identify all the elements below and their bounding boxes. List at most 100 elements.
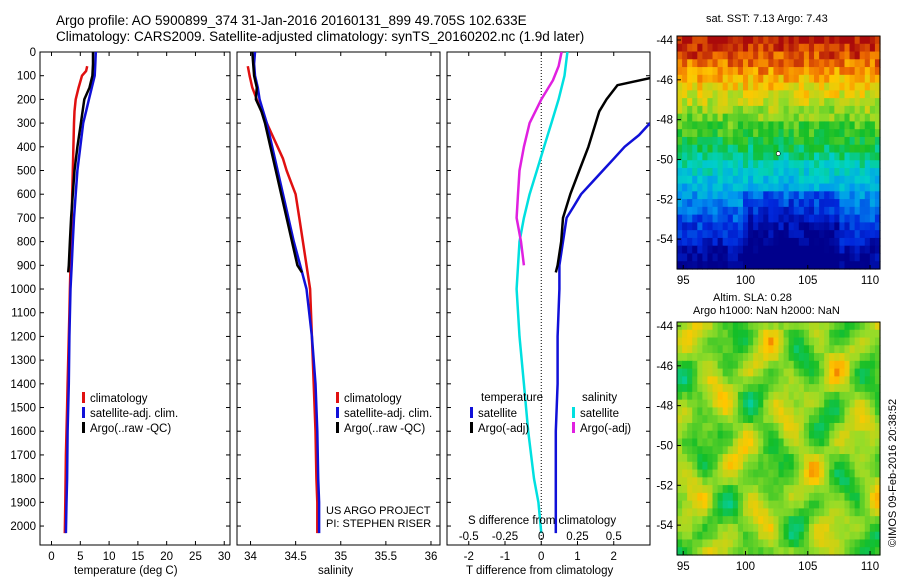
x-tick-label: -2 bbox=[464, 551, 474, 563]
x-tick-label: 0 bbox=[538, 551, 544, 563]
sst-map-title: sat. SST: 7.13 Argo: 7.43 bbox=[706, 13, 828, 25]
x-tick-label: 34.5 bbox=[284, 551, 306, 563]
series-line-3 bbox=[515, 52, 563, 266]
y-tick-label: 1600 bbox=[10, 426, 36, 438]
title-line-1: Argo profile: AO 5900899_374 31-Jan-2016… bbox=[56, 13, 527, 28]
y-tick-label: -50 bbox=[656, 154, 673, 166]
x-tick-label: 20 bbox=[160, 551, 173, 563]
y-tick-label: -52 bbox=[656, 194, 673, 206]
series-line-0 bbox=[554, 122, 650, 534]
y-tick-label: 0 bbox=[30, 47, 36, 59]
pi-label: PI: STEPHEN RISER bbox=[326, 518, 432, 530]
y-tick-label: 1500 bbox=[10, 403, 36, 415]
salinity-xlabel: salinity bbox=[318, 565, 354, 577]
y-tick-label: 600 bbox=[17, 189, 36, 201]
series-line-2 bbox=[66, 52, 95, 273]
y-tick-label: 2000 bbox=[10, 521, 36, 533]
y-tick-label: 900 bbox=[17, 260, 36, 272]
y-tick-label: 500 bbox=[17, 166, 36, 178]
y-tick-label: 400 bbox=[17, 142, 36, 154]
legend-sal-satellite: satellite-adj. clim. bbox=[336, 407, 432, 420]
sla-map-panel: 95 100 105 110 -44 -46 -48 -50 -52 -54 bbox=[656, 321, 881, 573]
y-tick-label: 100 bbox=[17, 71, 36, 83]
series-line-2 bbox=[515, 52, 569, 534]
plot-frame bbox=[39, 51, 231, 546]
x-tick-label: 30 bbox=[218, 551, 231, 563]
y-tick-label: -54 bbox=[656, 520, 673, 532]
y-tick-label: -44 bbox=[656, 35, 673, 47]
legend-temperature-header: temperature bbox=[481, 392, 544, 404]
y-tick-label: -48 bbox=[656, 115, 673, 127]
y-tick-label: -50 bbox=[656, 440, 673, 452]
x-tick-label: 2 bbox=[611, 551, 617, 563]
salinity-panel: 34 34.5 35 35.5 36 bbox=[236, 51, 441, 563]
x-tick-label: 35.5 bbox=[375, 551, 397, 563]
x-tick-label: 110 bbox=[861, 275, 879, 287]
x-tick-label: 95 bbox=[677, 275, 690, 287]
title-line-2: Climatology: CARS2009. Satellite-adjuste… bbox=[56, 29, 585, 44]
legend-sal-climatology: climatology bbox=[336, 392, 402, 405]
series-line-1 bbox=[252, 52, 321, 534]
secondary-tick-label: -0.5 bbox=[459, 531, 479, 543]
sla-map-title-2: Argo h1000: NaN h2000: NaN bbox=[693, 305, 840, 317]
x-tick-label: 34 bbox=[244, 551, 257, 563]
temperature-panel: 0 5 10 15 20 25 300100200300400500600700800900… bbox=[10, 47, 230, 563]
y-tick-label: 1800 bbox=[10, 474, 36, 486]
series-line-2 bbox=[251, 52, 304, 274]
y-tick-label: 700 bbox=[17, 213, 36, 225]
y-tick-label: 200 bbox=[17, 94, 36, 106]
x-tick-label: 105 bbox=[798, 275, 817, 287]
x-tick-label: -1 bbox=[500, 551, 510, 563]
map-frame bbox=[676, 35, 881, 270]
sla-map-title-1: Altim. SLA: 0.28 bbox=[713, 292, 792, 304]
map-frame bbox=[676, 321, 881, 556]
x-tick-label: 100 bbox=[736, 275, 755, 287]
sst-map-panel: 95 100 105 110 -44 -46 -48 -50 -52 -54 bbox=[656, 35, 881, 287]
plot-frame bbox=[446, 51, 651, 546]
series-line-1 bbox=[64, 52, 98, 534]
temperature-xlabel: temperature (deg C) bbox=[74, 565, 178, 577]
legend-salinity-header: salinity bbox=[582, 392, 618, 404]
secondary-tick-label: -0.25 bbox=[492, 531, 518, 543]
secondary-tick-label: 0.25 bbox=[566, 531, 588, 543]
y-tick-label: 300 bbox=[17, 118, 36, 130]
x-tick-label: 1 bbox=[574, 551, 580, 563]
y-tick-label: 1100 bbox=[11, 308, 36, 320]
legend-satellite: satellite-adj. clim. bbox=[82, 407, 178, 420]
x-tick-label: 15 bbox=[131, 551, 144, 563]
x-tick-label: 100 bbox=[736, 561, 755, 573]
x-tick-label: 35 bbox=[334, 551, 347, 563]
legend-s-argo: Argo(-adj) bbox=[572, 422, 631, 435]
x-tick-label: 10 bbox=[103, 551, 116, 563]
map-image bbox=[677, 36, 881, 270]
x-tick-label: 25 bbox=[189, 551, 202, 563]
legend-climatology: climatology bbox=[82, 392, 148, 405]
y-tick-label: -48 bbox=[656, 401, 673, 413]
legend-t-satellite: satellite bbox=[470, 407, 517, 420]
map-image bbox=[677, 322, 881, 556]
secondary-tick-label: 0.5 bbox=[606, 531, 622, 543]
y-tick-label: -54 bbox=[656, 234, 673, 246]
x-tick-label: 5 bbox=[77, 551, 83, 563]
y-tick-label: -46 bbox=[656, 75, 673, 87]
y-tick-label: 1900 bbox=[10, 497, 36, 509]
legend-argo: Argo(..raw -QC) bbox=[82, 422, 171, 435]
secondary-tick-label: 0 bbox=[538, 531, 544, 543]
legend-s-satellite: satellite bbox=[572, 407, 619, 420]
y-tick-label: 1000 bbox=[10, 284, 36, 296]
y-tick-label: 800 bbox=[17, 237, 36, 249]
x-tick-label: 105 bbox=[798, 561, 817, 573]
y-tick-label: 1200 bbox=[10, 331, 36, 343]
legend-sal-argo: Argo(..raw -QC) bbox=[336, 422, 425, 435]
imos-timestamp: ©IMOS 09-Feb-2016 20:38:52 bbox=[887, 398, 899, 547]
y-tick-label: -52 bbox=[656, 480, 673, 492]
tdiff-xlabel: T difference from climatology bbox=[466, 565, 614, 577]
x-tick-label: 110 bbox=[861, 561, 879, 573]
y-tick-label: -44 bbox=[656, 321, 673, 333]
series-line-1 bbox=[554, 76, 650, 273]
argo-position-marker bbox=[775, 151, 781, 156]
legend-t-argo: Argo(-adj) bbox=[470, 422, 529, 435]
y-tick-label: 1300 bbox=[10, 355, 36, 367]
y-tick-label: 1400 bbox=[10, 379, 36, 391]
